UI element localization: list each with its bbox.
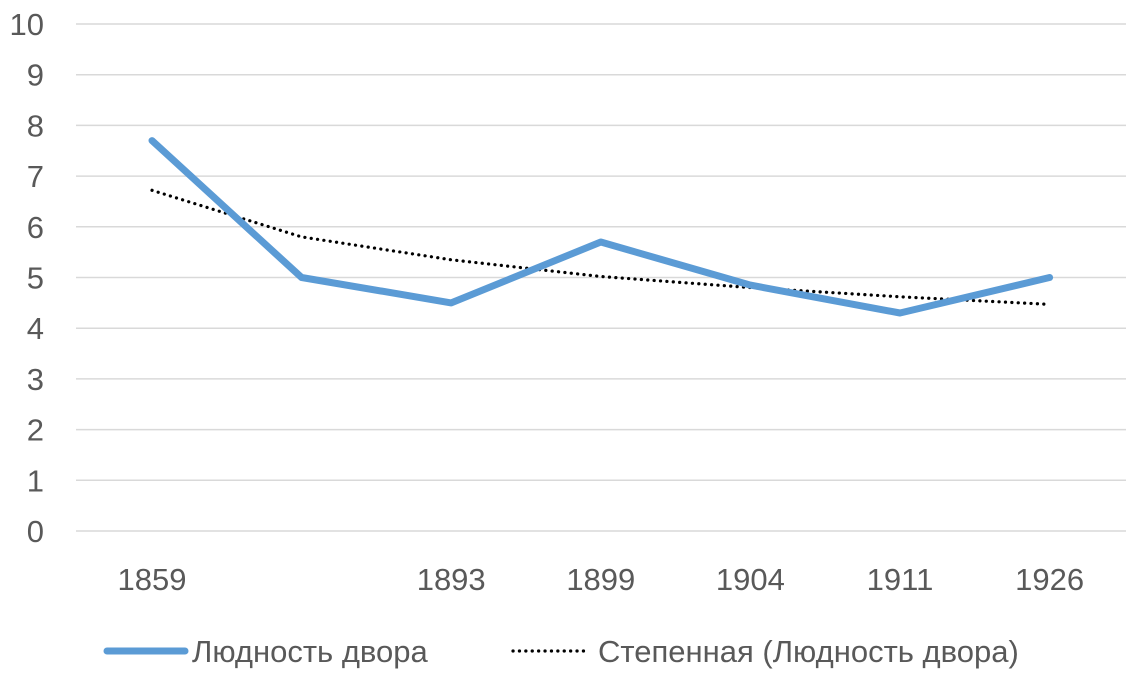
legend: Людность двора Степенная (Людность двора) bbox=[103, 634, 1019, 669]
x-tick-label: 1899 bbox=[566, 562, 635, 597]
y-tick-label: 4 bbox=[27, 311, 44, 346]
y-tick-label: 5 bbox=[27, 261, 44, 296]
data-series-line bbox=[148, 137, 1054, 317]
x-tick-label: 1893 bbox=[417, 562, 486, 597]
y-tick-label: 2 bbox=[27, 413, 44, 448]
y-tick-label: 0 bbox=[27, 514, 44, 549]
legend-label-series: Людность двора bbox=[192, 634, 429, 669]
grid-lines bbox=[76, 23, 1126, 532]
y-tick-label: 7 bbox=[27, 159, 44, 194]
y-tick-label: 1 bbox=[27, 463, 44, 498]
series-lines bbox=[148, 137, 1054, 317]
x-tick-label: 1859 bbox=[118, 562, 187, 597]
y-tick-label: 3 bbox=[27, 362, 44, 397]
y-tick-label: 9 bbox=[27, 58, 44, 93]
x-tick-label: 1904 bbox=[716, 562, 785, 597]
legend-label-trendline: Степенная (Людность двора) bbox=[598, 634, 1019, 669]
y-tick-label: 10 bbox=[10, 7, 44, 42]
y-tick-label: 6 bbox=[27, 210, 44, 245]
x-axis-ticks: 1859 1893 1899 1904 1911 1926 bbox=[118, 562, 1085, 597]
y-axis-ticks: 0 1 2 3 4 5 6 7 8 9 10 bbox=[10, 7, 44, 549]
x-tick-label: 1911 bbox=[867, 562, 934, 597]
y-tick-label: 8 bbox=[27, 108, 44, 143]
x-tick-label: 1926 bbox=[1015, 562, 1084, 597]
trendline-series-line bbox=[150, 188, 1052, 306]
